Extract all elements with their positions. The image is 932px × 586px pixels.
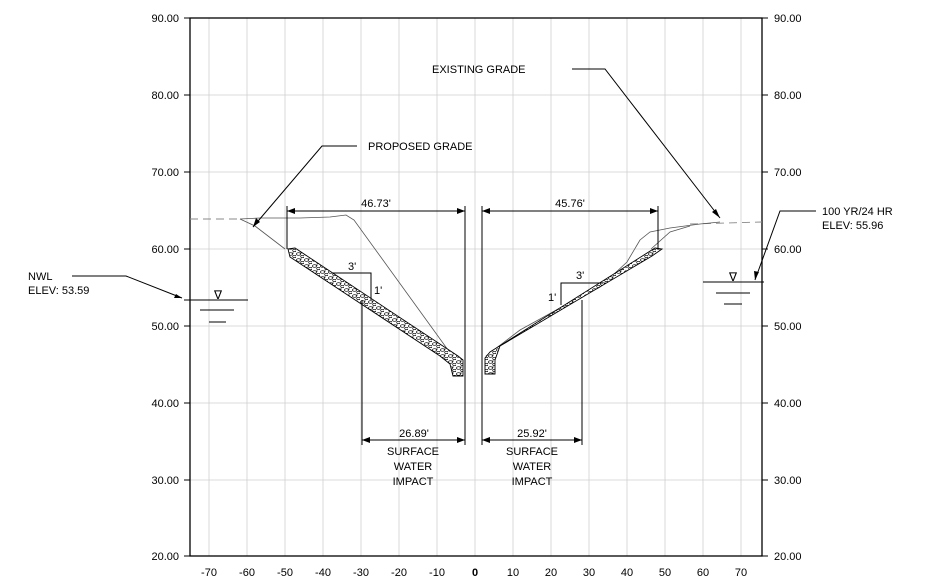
x-tick-label: 60 [697,567,709,579]
x-tick-label: 70 [735,567,747,579]
dimension-label: 45.76' [555,198,585,210]
nwl-label: NWL [28,271,52,283]
dimension-label: 46.73' [361,198,391,210]
y-tick-label: 50.00 [151,321,179,333]
proposed-grade-label: PROPOSED GRADE [368,141,473,153]
impact-text: WATER [513,461,552,473]
slope-run-label: 3' [576,270,584,282]
nwl-callout: NWL ELEV: 53.59 ∇ [28,271,248,323]
plot-frame [189,17,763,557]
y-tick-label: 40.00 [151,398,179,410]
impact-text: IMPACT [393,476,434,488]
dimension-label: 25.92' [517,428,547,440]
y-tick-label: 20.00 [151,551,179,563]
x-tick-label: 0 [472,567,478,579]
y-tick-label: 90.00 [151,13,179,25]
y-tick-label: 50.00 [774,321,802,333]
impact-label-right: SURFACE WATER IMPACT [506,446,558,488]
impact-text: IMPACT [512,476,553,488]
dimension-bottom-right: 25.92' [481,300,583,445]
x-tick-label: -70 [201,567,217,579]
y-tick-label: 60.00 [774,244,802,256]
x-tick-label: 40 [621,567,633,579]
water-level-triangle-icon: ∇ [213,288,223,302]
x-tick-label: -20 [391,567,407,579]
tick-marks [184,17,768,557]
slope-rise-label: 1' [374,285,382,297]
impact-text: SURFACE [506,446,558,458]
dimension-top-right: 45.76' [481,198,659,358]
nwl-elev-label: ELEV: 53.59 [28,285,89,297]
proposed-grade-line [239,214,721,359]
y-tick-label: 70.00 [774,167,802,179]
dimension-bottom-left: 26.89' [361,300,466,445]
x-tick-label: 50 [659,567,671,579]
slope-indicator-left: 3' 1' [333,261,382,300]
proposed-grade-callout: PROPOSED GRADE [252,141,473,228]
slope-rise-label: 1' [548,292,556,304]
impact-label-left: SURFACE WATER IMPACT [387,446,439,488]
dimension-label: 26.89' [399,428,429,440]
x-tick-label: -60 [239,567,255,579]
x-tick-label: -10 [429,567,445,579]
x-tick-label: 10 [507,567,519,579]
x-tick-label: 30 [583,567,595,579]
existing-grade-label: EXISTING GRADE [432,64,526,76]
x-tick-label: -30 [353,567,369,579]
y-tick-label: 60.00 [151,244,179,256]
water-level-triangle-icon: ∇ [728,270,738,284]
y-tick-label: 30.00 [151,475,179,487]
x-tick-label: 20 [545,567,557,579]
y-tick-label: 70.00 [151,167,179,179]
y-axis-right: 90.00 80.00 70.00 60.00 50.00 40.00 30.0… [774,13,802,563]
storm-elevation-callout: 100 YR/24 HR ELEV: 55.96 ∇ [703,206,893,305]
x-axis: -70 -60 -50 -40 -30 -20 -10 0 10 20 30 4… [201,567,747,579]
slope-run-label: 3' [348,261,356,273]
storm-label: 100 YR/24 HR [822,206,893,218]
existing-grade-callout: EXISTING GRADE [432,64,721,219]
y-tick-label: 20.00 [774,551,802,563]
storm-elev-label: ELEV: 55.96 [822,220,883,232]
y-tick-label: 40.00 [774,398,802,410]
grid [190,18,762,556]
riprap-lining [287,247,664,377]
y-tick-label: 30.00 [774,475,802,487]
x-tick-label: -50 [277,567,293,579]
dimension-top-left: 46.73' [286,198,466,358]
y-tick-label: 90.00 [774,13,802,25]
y-axis-left: 90.00 80.00 70.00 60.00 50.00 40.00 30.0… [151,13,179,563]
y-tick-label: 80.00 [151,90,179,102]
impact-text: WATER [394,461,433,473]
existing-grade-line [190,218,763,225]
x-tick-label: -40 [315,567,331,579]
y-tick-label: 80.00 [774,90,802,102]
impact-text: SURFACE [387,446,439,458]
slope-indicator-right: 3' 1' [548,270,603,305]
